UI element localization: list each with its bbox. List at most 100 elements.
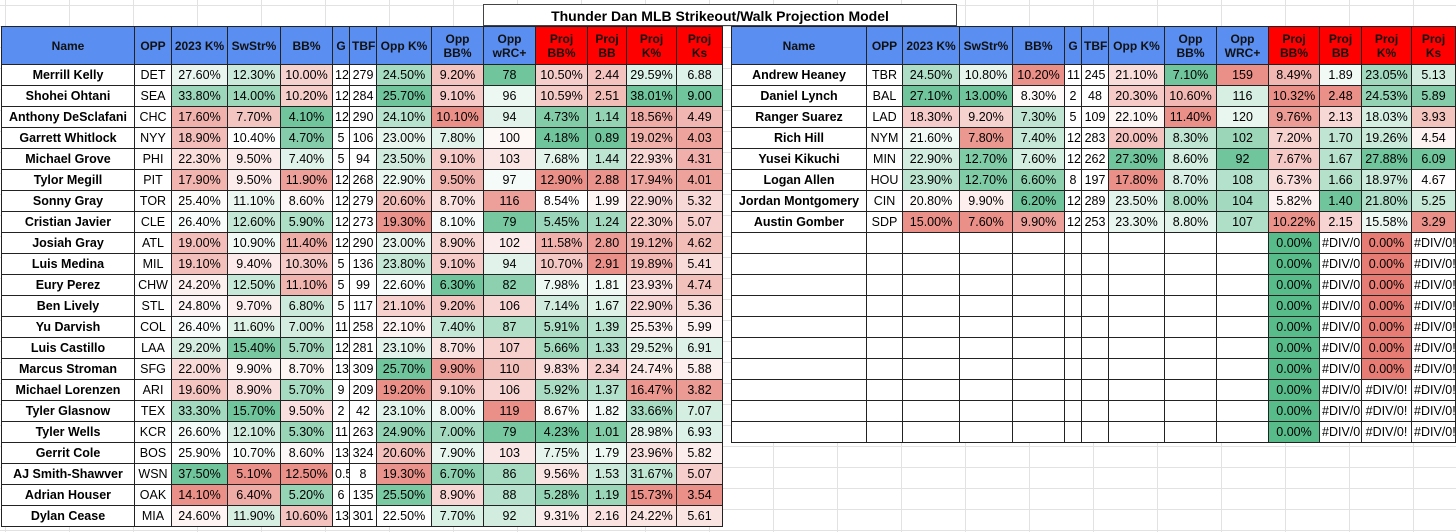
cell-name[interactable]: Jordan Montgomery xyxy=(731,190,867,212)
cell-games[interactable]: 13 xyxy=(332,505,350,527)
cell-k-pct-2023[interactable]: 26.60% xyxy=(171,421,228,443)
cell-games[interactable]: 12 xyxy=(1064,211,1082,233)
cell-name[interactable] xyxy=(731,400,867,422)
cell-swstr-pct[interactable] xyxy=(959,358,1013,380)
cell-opp-k-pct[interactable]: 22.10% xyxy=(376,316,432,338)
cell-games[interactable]: 12 xyxy=(332,85,350,107)
cell-games[interactable]: 8 xyxy=(1064,169,1082,191)
cell-swstr-pct[interactable]: 7.70% xyxy=(227,106,281,128)
cell-proj-bb-pct[interactable]: 4.23% xyxy=(535,421,588,443)
cell-k-pct-2023[interactable]: 27.10% xyxy=(902,85,960,107)
cell-tbf[interactable]: 289 xyxy=(1081,190,1109,212)
cell-games[interactable]: 5 xyxy=(332,295,350,317)
cell-proj-ks[interactable]: 4.74 xyxy=(676,274,723,296)
cell-swstr-pct[interactable]: 7.80% xyxy=(959,127,1013,149)
cell-opp-k-pct[interactable]: 21.10% xyxy=(376,295,432,317)
cell-games[interactable]: 9 xyxy=(332,379,350,401)
cell-proj-k-pct[interactable]: 29.59% xyxy=(626,64,677,86)
cell-opp-bb-pct[interactable]: 8.70% xyxy=(431,190,484,212)
cell-tbf[interactable]: 245 xyxy=(1081,64,1109,86)
cell-k-pct-2023[interactable]: 22.00% xyxy=(171,358,228,380)
cell-opp-bb-pct[interactable]: 9.50% xyxy=(431,169,484,191)
cell-opp-k-pct[interactable] xyxy=(1108,253,1165,275)
cell-opp-wrc-plus[interactable]: 106 xyxy=(483,379,536,401)
cell-proj-bb[interactable]: 1.67 xyxy=(587,295,627,317)
cell-proj-bb-pct[interactable]: 0.00% xyxy=(1268,253,1320,275)
cell-name[interactable]: Josiah Gray xyxy=(1,232,135,254)
cell-opp[interactable]: NYY xyxy=(134,127,172,149)
cell-k-pct-2023[interactable] xyxy=(902,379,960,401)
cell-opp[interactable] xyxy=(866,274,903,296)
cell-name[interactable]: AJ Smith-Shawver xyxy=(1,463,135,485)
cell-proj-ks[interactable]: 9.00 xyxy=(676,85,723,107)
cell-bb-pct[interactable]: 8.70% xyxy=(280,358,333,380)
cell-proj-ks[interactable]: 3.29 xyxy=(1411,211,1456,233)
cell-proj-k-pct[interactable]: 24.53% xyxy=(1361,85,1412,107)
cell-proj-ks[interactable]: #DIV/0! xyxy=(1411,400,1456,422)
cell-swstr-pct[interactable] xyxy=(959,253,1013,275)
col-header-proj-bb[interactable]: Proj BB xyxy=(587,26,627,65)
cell-opp-k-pct[interactable]: 20.60% xyxy=(376,190,432,212)
cell-tbf[interactable]: 258 xyxy=(349,316,377,338)
cell-k-pct-2023[interactable] xyxy=(902,421,960,443)
cell-proj-k-pct[interactable]: 28.98% xyxy=(626,421,677,443)
cell-opp-bb-pct[interactable] xyxy=(1164,337,1217,359)
cell-proj-bb-pct[interactable]: 10.22% xyxy=(1268,211,1320,233)
cell-proj-bb[interactable]: 2.80 xyxy=(587,232,627,254)
cell-opp[interactable]: TEX xyxy=(134,400,172,422)
cell-swstr-pct[interactable]: 10.80% xyxy=(959,64,1013,86)
cell-swstr-pct[interactable] xyxy=(959,421,1013,443)
cell-k-pct-2023[interactable]: 18.30% xyxy=(902,106,960,128)
cell-proj-bb[interactable]: 2.15 xyxy=(1319,211,1362,233)
cell-games[interactable]: 2 xyxy=(332,400,350,422)
cell-proj-bb-pct[interactable]: 9.83% xyxy=(535,358,588,380)
cell-k-pct-2023[interactable]: 19.10% xyxy=(171,253,228,275)
cell-bb-pct[interactable] xyxy=(1012,358,1065,380)
cell-opp[interactable]: COL xyxy=(134,316,172,338)
cell-name[interactable] xyxy=(731,337,867,359)
cell-opp-wrc-plus[interactable] xyxy=(1216,379,1269,401)
cell-proj-k-pct[interactable]: 18.97% xyxy=(1361,169,1412,191)
cell-bb-pct[interactable] xyxy=(1012,337,1065,359)
cell-proj-ks[interactable]: #DIV/0! xyxy=(1411,316,1456,338)
cell-tbf[interactable]: 136 xyxy=(349,253,377,275)
cell-opp-bb-pct[interactable] xyxy=(1164,421,1217,443)
cell-opp-wrc-plus[interactable]: 92 xyxy=(483,505,536,527)
cell-opp-k-pct[interactable]: 27.30% xyxy=(1108,148,1165,170)
cell-games[interactable]: 12 xyxy=(332,337,350,359)
cell-opp-k-pct[interactable] xyxy=(1108,379,1165,401)
cell-opp[interactable]: KCR xyxy=(134,421,172,443)
cell-proj-ks[interactable]: 4.03 xyxy=(676,127,723,149)
cell-swstr-pct[interactable]: 15.70% xyxy=(227,400,281,422)
cell-proj-bb-pct[interactable]: 0.00% xyxy=(1268,400,1320,422)
cell-proj-k-pct[interactable]: 19.12% xyxy=(626,232,677,254)
cell-proj-ks[interactable]: #DIV/0! xyxy=(1411,253,1456,275)
col-header-bb-pct[interactable]: BB% xyxy=(1012,26,1065,65)
cell-proj-k-pct[interactable]: 22.93% xyxy=(626,148,677,170)
cell-opp-wrc-plus[interactable]: 107 xyxy=(483,337,536,359)
cell-tbf[interactable]: 209 xyxy=(349,379,377,401)
cell-bb-pct[interactable]: 7.60% xyxy=(1012,148,1065,170)
cell-opp-wrc-plus[interactable]: 104 xyxy=(1216,190,1269,212)
cell-proj-bb[interactable]: 1.67 xyxy=(1319,148,1362,170)
cell-opp-wrc-plus[interactable]: 120 xyxy=(1216,106,1269,128)
col-header-proj-ks[interactable]: Proj Ks xyxy=(1411,26,1456,65)
cell-name[interactable]: Luis Castillo xyxy=(1,337,135,359)
cell-proj-bb-pct[interactable]: 5.45% xyxy=(535,211,588,233)
cell-games[interactable] xyxy=(1064,337,1082,359)
cell-proj-ks[interactable]: 5.88 xyxy=(676,358,723,380)
cell-opp-k-pct[interactable]: 22.10% xyxy=(1108,106,1165,128)
cell-proj-bb-pct[interactable]: 7.20% xyxy=(1268,127,1320,149)
cell-proj-k-pct[interactable]: #DIV/0! xyxy=(1361,379,1412,401)
cell-opp[interactable]: BAL xyxy=(866,85,903,107)
cell-proj-bb[interactable]: 1.14 xyxy=(587,106,627,128)
cell-swstr-pct[interactable]: 12.60% xyxy=(227,211,281,233)
cell-proj-bb[interactable]: 2.44 xyxy=(587,64,627,86)
cell-tbf[interactable] xyxy=(1081,295,1109,317)
cell-proj-k-pct[interactable]: 23.96% xyxy=(626,442,677,464)
cell-bb-pct[interactable]: 10.00% xyxy=(280,64,333,86)
col-header-opp-k-pct[interactable]: Opp K% xyxy=(376,26,432,65)
cell-opp-wrc-plus[interactable]: 79 xyxy=(483,211,536,233)
cell-opp-k-pct[interactable] xyxy=(1108,316,1165,338)
cell-opp-k-pct[interactable]: 20.30% xyxy=(1108,85,1165,107)
